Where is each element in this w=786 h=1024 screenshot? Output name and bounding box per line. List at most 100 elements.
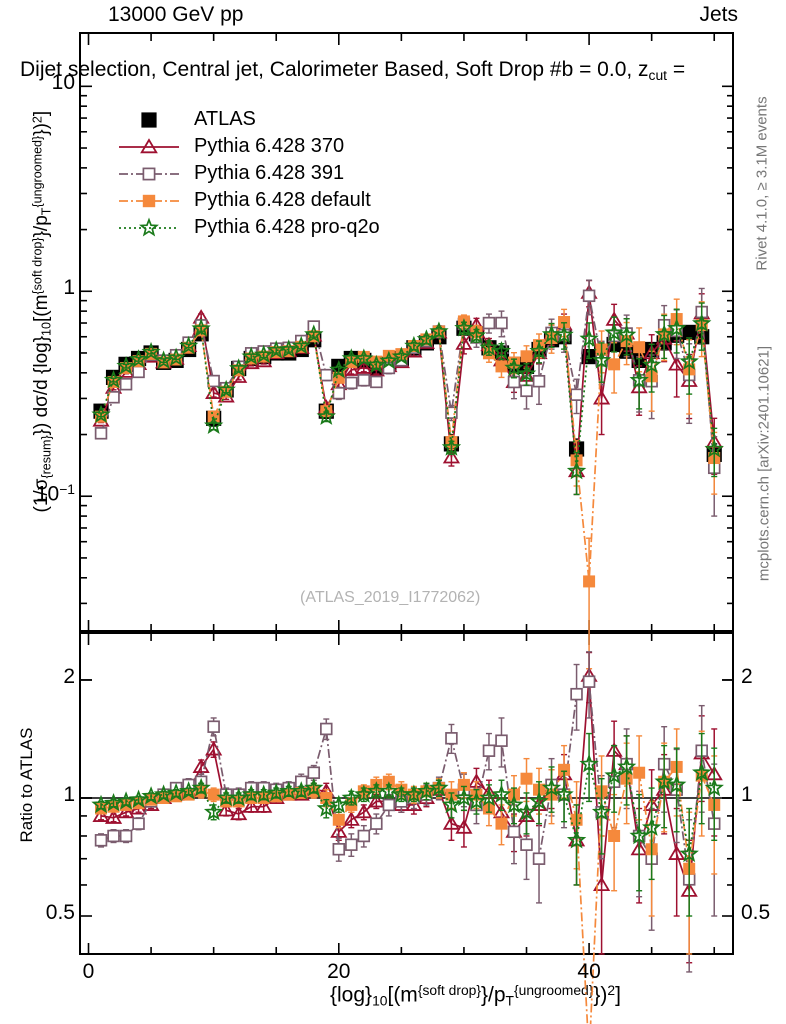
data-marker (579, 328, 599, 348)
data-marker (241, 346, 261, 365)
data-marker (291, 335, 311, 355)
data-marker (529, 341, 549, 360)
data-marker (382, 798, 396, 812)
data-marker (92, 807, 110, 822)
legend-entry-pythia-6-428-pro-q2o[interactable]: Pythia 6.428 pro-q2o (118, 214, 380, 241)
header-beam-label: 13000 GeV pp (108, 3, 244, 26)
data-marker (166, 782, 186, 802)
data-marker (654, 771, 674, 791)
series-line (100, 292, 716, 472)
data-marker (616, 324, 637, 344)
data-marker (357, 829, 371, 843)
data-marker (441, 437, 462, 456)
data-marker (128, 349, 149, 368)
legend: ATLAS Pythia 6.428 370 Pythia 6.428 391 Pyt… (118, 106, 380, 241)
data-marker (320, 722, 333, 736)
legend-label: Pythia 6.428 391 (194, 162, 345, 184)
data-marker (342, 811, 360, 826)
data-marker (629, 370, 649, 389)
data-marker (320, 368, 333, 382)
data-marker (416, 329, 437, 348)
data-marker (516, 363, 537, 383)
ratio-plot-frame (79, 632, 734, 955)
data-marker (354, 348, 374, 367)
data-marker (604, 765, 624, 784)
data-marker (230, 805, 248, 821)
data-marker (579, 753, 599, 773)
legend-entry-pythia-6-428-370[interactable]: Pythia 6.428 370 (118, 133, 380, 160)
data-marker (142, 194, 156, 207)
legend-key (118, 136, 180, 158)
analysis-id-watermark: (ATLAS_2019_I1772062) (300, 589, 481, 606)
data-marker (178, 781, 199, 800)
plot-title-text: Dijet selection, Central jet, Calorimete… (20, 58, 649, 81)
legend-key-glyph (119, 167, 179, 180)
data-marker (692, 313, 712, 332)
data-marker (341, 787, 362, 807)
data-marker (103, 369, 124, 389)
data-marker (379, 350, 399, 370)
data-marker (242, 798, 260, 813)
legend-key-glyph (119, 217, 179, 236)
legend-entry-pythia-6-428-default[interactable]: Pythia 6.428 default (118, 187, 380, 214)
xlab-sq: 2 (607, 982, 616, 998)
data-marker (404, 784, 424, 803)
data-marker (520, 350, 533, 363)
data-marker (404, 335, 424, 355)
data-marker (291, 781, 311, 800)
data-marker (429, 321, 449, 340)
xlab-slash: }/p (481, 983, 506, 1007)
xlab-p-sup: {ungroomed} (514, 982, 594, 998)
data-marker (593, 389, 611, 405)
data-marker (507, 825, 521, 839)
data-marker (228, 358, 249, 377)
data-marker (455, 335, 473, 350)
data-marker (132, 817, 145, 830)
data-marker (479, 337, 499, 357)
data-marker (532, 852, 546, 865)
data-marker (91, 794, 111, 814)
data-marker (316, 798, 336, 817)
data-marker (94, 427, 108, 440)
data-marker (205, 740, 223, 756)
data-marker (379, 781, 399, 800)
data-marker (591, 801, 612, 821)
data-marker (203, 801, 224, 821)
legend-entry-atlas[interactable]: ATLAS (118, 106, 380, 133)
data-marker (140, 137, 158, 153)
data-marker (582, 675, 596, 688)
data-marker (570, 388, 583, 401)
data-marker (357, 374, 371, 387)
data-marker (104, 809, 123, 824)
legend-marker-group (141, 111, 157, 128)
data-marker (367, 792, 385, 808)
plot-title-subscript: cut (648, 66, 668, 83)
data-marker (191, 318, 211, 337)
data-marker (679, 351, 699, 370)
data-marker (520, 838, 533, 851)
data-marker (103, 792, 124, 812)
data-marker (654, 324, 674, 343)
data-marker (370, 817, 383, 830)
legend-key-glyph (119, 194, 179, 207)
data-marker (442, 815, 461, 830)
data-marker (593, 876, 611, 891)
data-marker (633, 341, 646, 354)
data-marker (216, 379, 236, 399)
data-marker (116, 355, 136, 375)
data-marker (166, 347, 186, 367)
data-marker (316, 406, 336, 425)
data-marker (254, 784, 274, 803)
data-marker (668, 845, 686, 860)
data-marker (119, 829, 133, 843)
xlab-open: [(m (387, 983, 418, 1007)
legend-entry-pythia-6-428-391[interactable]: Pythia 6.428 391 (118, 160, 380, 187)
xlab-m-sup: {soft drop} (417, 982, 481, 998)
data-marker (279, 339, 299, 358)
legend-label: ATLAS (194, 108, 256, 130)
x-axis-label: {log}10[(m{soft drop}}/pT{ungroomed}})2] (330, 982, 621, 1008)
legend-label: Pythia 6.428 370 (194, 135, 345, 157)
data-marker (203, 415, 224, 434)
data-marker (254, 344, 274, 364)
xlab-close: }) (593, 983, 608, 1007)
